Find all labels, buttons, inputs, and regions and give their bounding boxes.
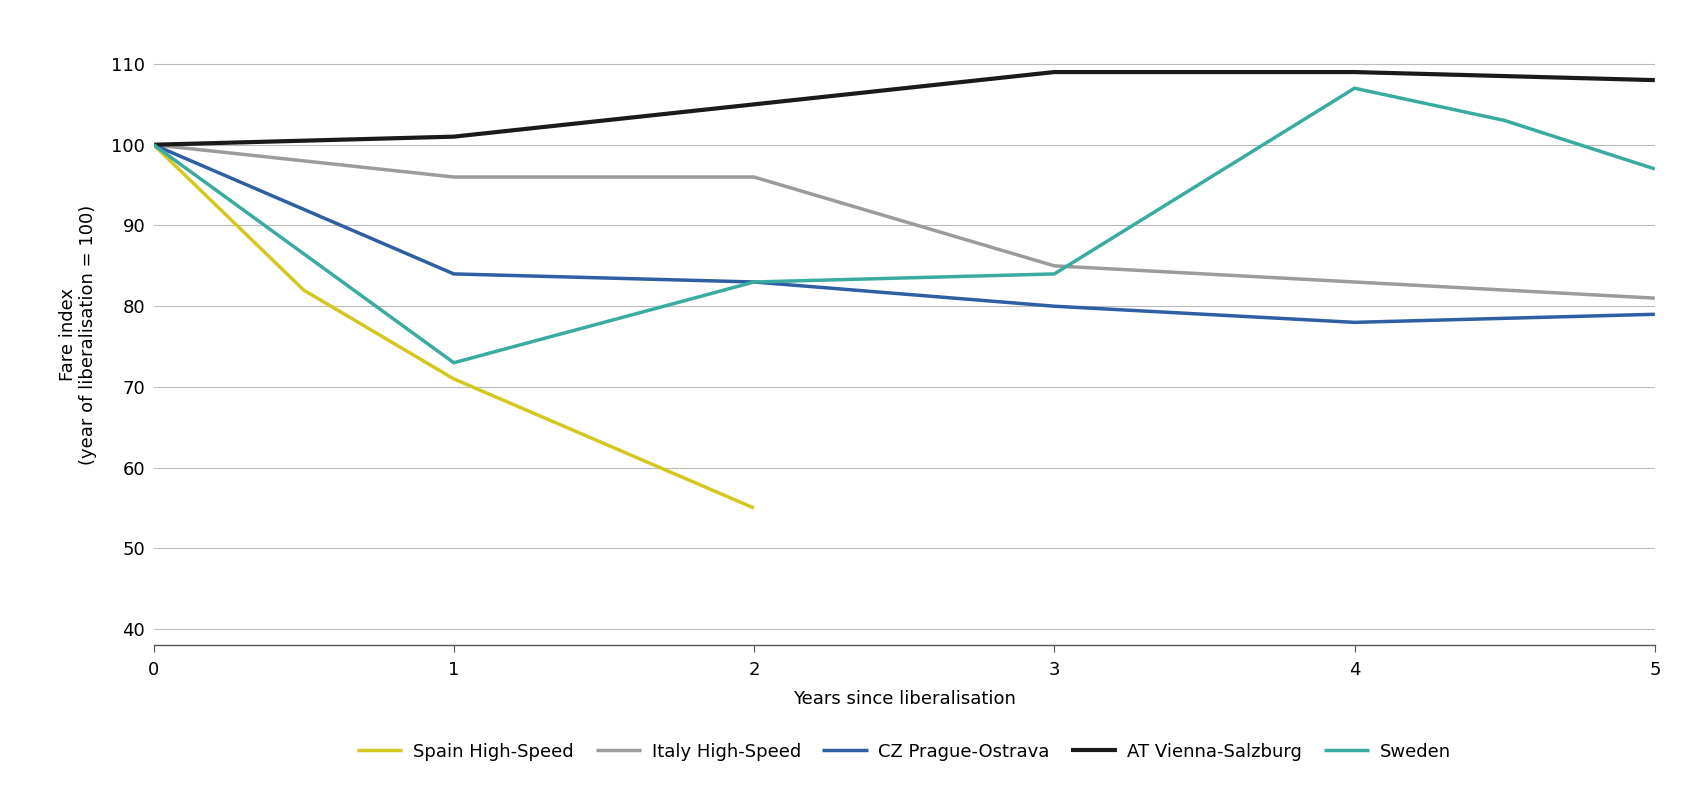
Italy High-Speed bbox=[1043, 261, 1064, 271]
Sweden bbox=[1043, 269, 1064, 279]
Sweden bbox=[143, 140, 164, 150]
AT Vienna-Salzburg bbox=[1344, 68, 1364, 77]
CZ Prague-Ostrava bbox=[1344, 318, 1364, 327]
Sweden bbox=[1494, 116, 1514, 125]
Italy High-Speed bbox=[743, 172, 764, 182]
Sweden bbox=[1344, 83, 1364, 93]
Spain High-Speed bbox=[293, 286, 314, 295]
Legend: Spain High-Speed, Italy High-Speed, CZ Prague-Ostrava, AT Vienna-Salzburg, Swede: Spain High-Speed, Italy High-Speed, CZ P… bbox=[350, 735, 1458, 768]
CZ Prague-Ostrava bbox=[1644, 309, 1664, 319]
CZ Prague-Ostrava bbox=[143, 140, 164, 150]
Line: Italy High-Speed: Italy High-Speed bbox=[153, 145, 1654, 298]
Line: AT Vienna-Salzburg: AT Vienna-Salzburg bbox=[153, 72, 1654, 145]
Sweden bbox=[743, 277, 764, 286]
Spain High-Speed bbox=[443, 374, 464, 383]
CZ Prague-Ostrava bbox=[1043, 301, 1064, 311]
Spain High-Speed bbox=[143, 140, 164, 150]
Sweden bbox=[1644, 164, 1664, 174]
CZ Prague-Ostrava bbox=[743, 277, 764, 286]
AT Vienna-Salzburg bbox=[1043, 68, 1064, 77]
Italy High-Speed bbox=[1344, 277, 1364, 286]
Italy High-Speed bbox=[443, 172, 464, 182]
AT Vienna-Salzburg bbox=[443, 132, 464, 142]
AT Vienna-Salzburg bbox=[1644, 76, 1664, 85]
Italy High-Speed bbox=[293, 156, 314, 165]
AT Vienna-Salzburg bbox=[743, 100, 764, 109]
Line: Sweden: Sweden bbox=[153, 88, 1654, 363]
AT Vienna-Salzburg bbox=[143, 140, 164, 150]
Italy High-Speed bbox=[143, 140, 164, 150]
Y-axis label: Fare index
(year of liberalisation = 100): Fare index (year of liberalisation = 100… bbox=[58, 205, 97, 464]
CZ Prague-Ostrava bbox=[443, 269, 464, 279]
Line: CZ Prague-Ostrava: CZ Prague-Ostrava bbox=[153, 145, 1654, 323]
Sweden bbox=[443, 358, 464, 368]
Italy High-Speed bbox=[1644, 294, 1664, 303]
Spain High-Speed bbox=[743, 504, 764, 513]
Line: Spain High-Speed: Spain High-Speed bbox=[153, 145, 754, 508]
X-axis label: Years since liberalisation: Years since liberalisation bbox=[793, 689, 1014, 708]
